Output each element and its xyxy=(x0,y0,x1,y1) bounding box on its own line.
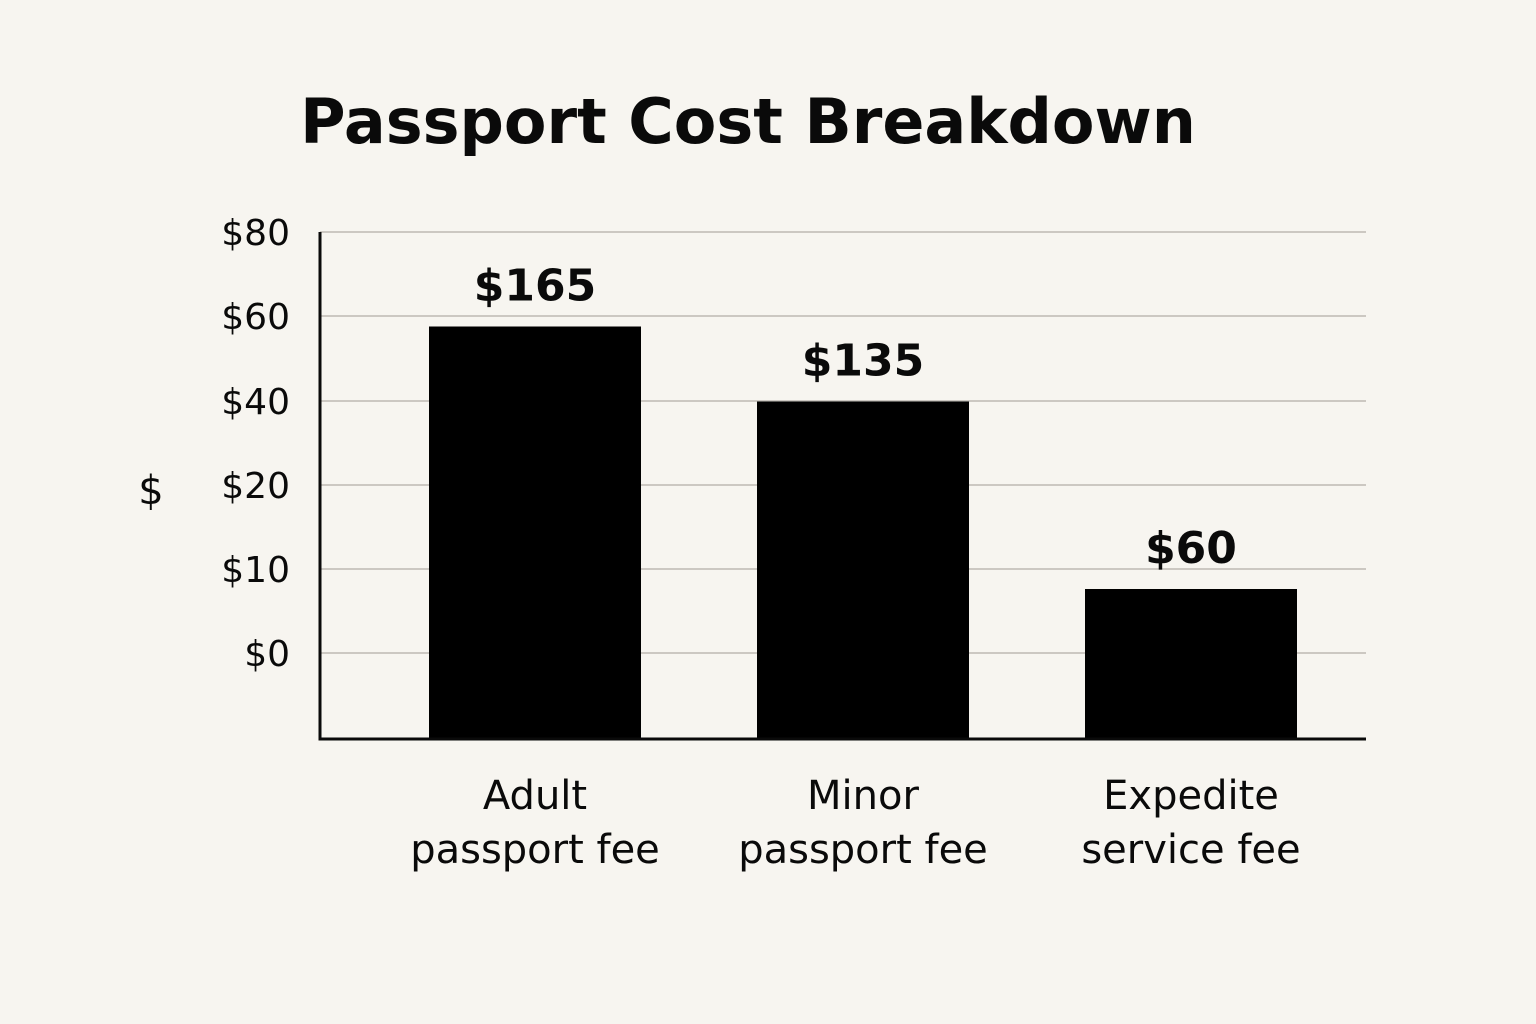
y-tick-label: $40 xyxy=(221,382,290,423)
y-tick-label: $60 xyxy=(221,297,290,338)
y-axis-label: $ xyxy=(138,468,163,514)
value-labels: $165 $135 $60 xyxy=(474,261,1237,575)
x-category-label: passport fee xyxy=(410,827,660,873)
bar-value-label: $60 xyxy=(1145,523,1237,574)
y-tick-label: $0 xyxy=(244,634,290,675)
x-category-label: passport fee xyxy=(738,827,988,873)
x-axis-categories: Adult passport fee Minor passport fee Expedi… xyxy=(410,773,1300,873)
bar-value-label: $165 xyxy=(474,261,596,312)
x-category-label: Expedite xyxy=(1103,773,1279,819)
chart-title: Passport Cost Breakdown xyxy=(300,85,1196,158)
y-tick-label: $80 xyxy=(221,213,290,254)
axis-lines xyxy=(318,232,1366,741)
bar xyxy=(1085,589,1297,739)
y-axis-ticks: $0 $10 $20 $40 $60 $80 xyxy=(221,213,290,675)
x-category-label: Minor xyxy=(807,773,919,819)
bar xyxy=(429,326,641,739)
x-category-label: service fee xyxy=(1081,827,1300,873)
y-tick-label: $10 xyxy=(221,550,290,591)
y-tick-label: $20 xyxy=(221,466,290,507)
x-category-label: Adult xyxy=(483,773,587,819)
bars xyxy=(429,326,1297,739)
bar-value-label: $135 xyxy=(802,336,924,387)
bar xyxy=(757,401,969,739)
